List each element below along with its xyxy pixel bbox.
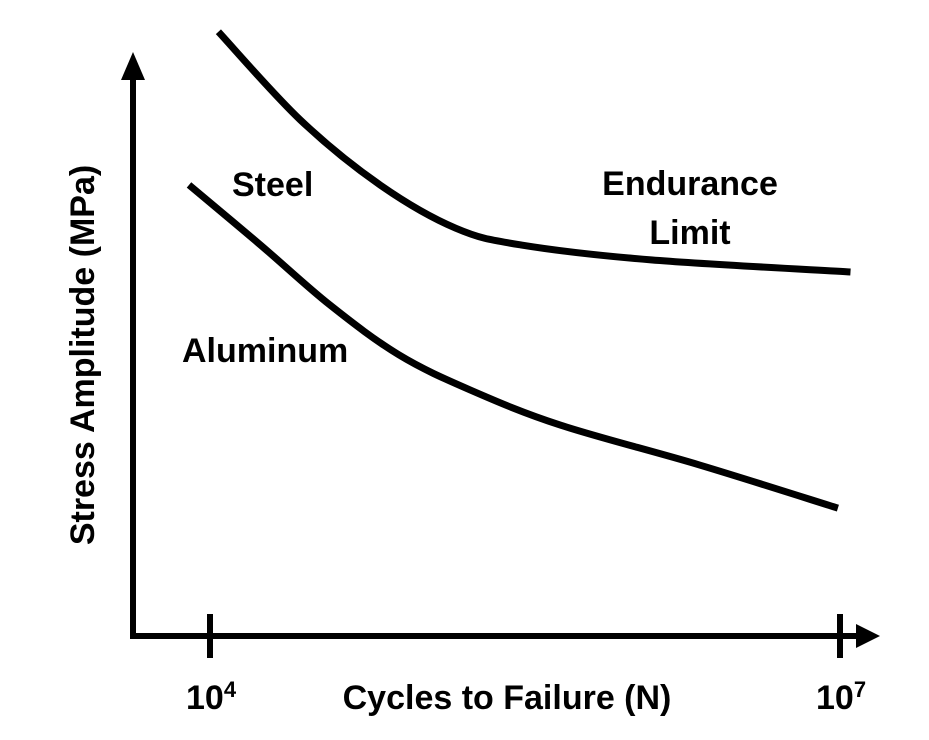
x-axis-label: Cycles to Failure (N): [343, 679, 672, 717]
steel-curve: [215, 29, 851, 276]
y-axis-label: Stress Amplitude (MPa): [64, 165, 102, 545]
y-axis-arrow: [121, 52, 145, 80]
aluminum-curve: [186, 182, 839, 512]
aluminum-label: Aluminum: [182, 332, 348, 370]
axes: [121, 52, 880, 648]
endurance-label-line2: Limit: [649, 214, 730, 252]
x-tick-label-4: 104: [186, 677, 237, 717]
steel-label: Steel: [232, 166, 313, 204]
endurance-label-line1: Endurance: [602, 165, 778, 203]
x-axis-arrow: [856, 624, 880, 648]
x-tick-label-7: 107: [816, 677, 866, 717]
